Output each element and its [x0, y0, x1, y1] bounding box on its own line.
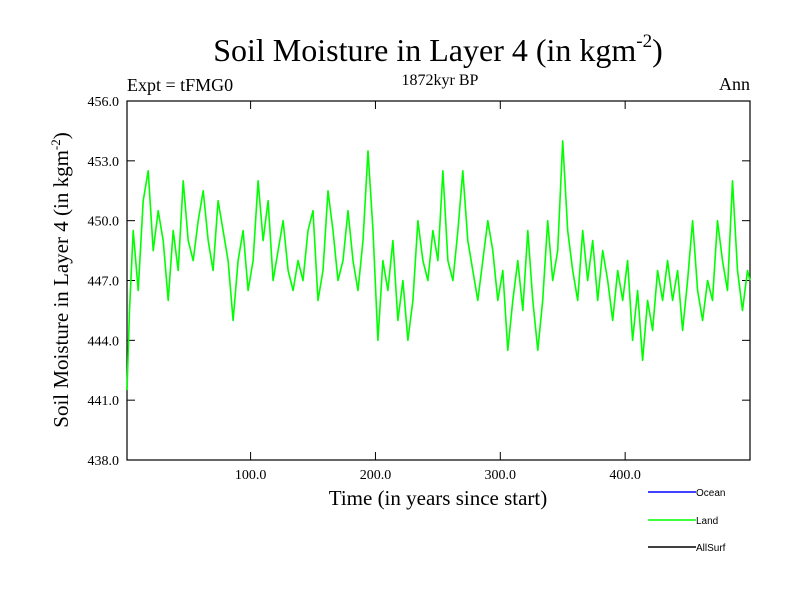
legend: Ocean Land AllSurf [648, 488, 726, 554]
experiment-label: Expt = tFMG0 [127, 75, 234, 95]
legend-label-ocean: Ocean [696, 488, 725, 499]
x-tick-label: 300.0 [485, 468, 517, 483]
y-tick-label: 453.0 [88, 155, 120, 170]
y-axis-label: Soil Moisture in Layer 4 (in kgm-2) [48, 132, 73, 427]
x-tick-label: 100.0 [235, 468, 267, 483]
legend-label-allsurf: AllSurf [696, 543, 726, 554]
y-tick-label: 441.0 [88, 394, 120, 409]
x-axis-ticks: 100.0 200.0 300.0 400.0 [235, 101, 641, 483]
y-tick-label: 444.0 [88, 334, 120, 349]
x-tick-label: 200.0 [360, 468, 392, 483]
x-axis-label: Time (in years since start) [329, 486, 548, 510]
y-tick-label: 456.0 [88, 95, 120, 110]
period-label: 1872kyr BP [401, 72, 479, 89]
chart-title: Soil Moisture in Layer 4 (in kgm-2) [213, 31, 663, 68]
y-tick-label: 447.0 [88, 275, 120, 290]
y-tick-label: 438.0 [88, 454, 120, 469]
legend-label-land: Land [696, 516, 718, 527]
season-label: Ann [719, 74, 750, 94]
land-series-line [126, 140, 751, 391]
x-tick-label: 400.0 [609, 468, 641, 483]
y-axis-ticks: 438.0 441.0 444.0 447.0 450.0 453.0 456.0 [88, 95, 750, 469]
y-tick-label: 450.0 [88, 215, 120, 230]
